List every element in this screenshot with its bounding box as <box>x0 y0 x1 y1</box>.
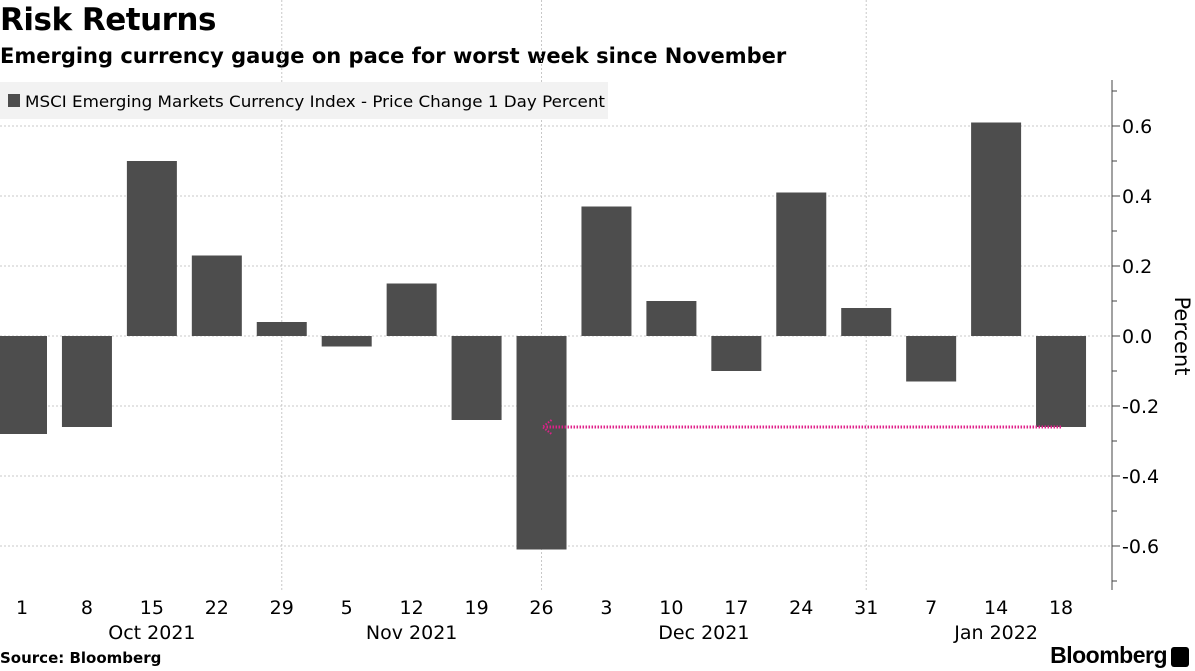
x-tick-label: 5 <box>341 597 353 619</box>
legend-swatch <box>8 94 20 107</box>
x-tick-label: 3 <box>600 597 612 619</box>
x-tick-label: 12 <box>400 597 424 619</box>
bar <box>516 336 567 550</box>
x-tick-label: 29 <box>270 597 294 619</box>
bar <box>776 192 827 336</box>
x-tick-label: 31 <box>854 597 878 619</box>
y-tick-label: -0.6 <box>1122 536 1159 558</box>
x-tick-label: 24 <box>789 597 813 619</box>
x-tick-label: 26 <box>529 597 553 619</box>
x-tick-label: 15 <box>140 597 164 619</box>
x-tick-label: 14 <box>984 597 1008 619</box>
x-month-label: Nov 2021 <box>366 622 457 644</box>
x-tick-label: 1 <box>16 597 28 619</box>
bar <box>451 336 502 420</box>
y-tick-label: 0.0 <box>1122 326 1152 348</box>
bar <box>711 336 762 371</box>
source-note: Source: Bloomberg <box>0 649 162 667</box>
bloomberg-logo: Bloomberg <box>1050 642 1167 668</box>
x-tick-label: 10 <box>659 597 683 619</box>
chart-title: Risk Returns <box>0 2 216 38</box>
y-tick-label: 0.6 <box>1122 116 1152 138</box>
bar <box>646 301 697 336</box>
x-tick-label: 19 <box>464 597 488 619</box>
legend-box <box>0 82 608 119</box>
bar <box>581 206 632 336</box>
y-tick-label: -0.4 <box>1122 466 1159 488</box>
x-tick-label: 7 <box>925 597 937 619</box>
x-tick-label: 22 <box>205 597 229 619</box>
bloomberg-logo-icon <box>1171 647 1189 667</box>
bar <box>386 283 437 336</box>
x-tick-label: 18 <box>1049 597 1073 619</box>
bar <box>1036 336 1087 427</box>
y-tick-label: 0.4 <box>1122 186 1152 208</box>
x-tick-label: 17 <box>724 597 748 619</box>
x-tick-label: 8 <box>81 597 93 619</box>
y-tick-label: -0.2 <box>1122 396 1159 418</box>
bar <box>191 255 242 336</box>
annotation-arrowhead-icon <box>540 419 553 435</box>
bar <box>841 308 892 336</box>
y-tick-label: 0.2 <box>1122 256 1152 278</box>
x-month-label: Dec 2021 <box>658 622 749 644</box>
bar <box>321 336 372 347</box>
x-month-label: Oct 2021 <box>108 622 195 644</box>
y-axis-label: Percent <box>1170 296 1194 375</box>
bar <box>126 161 177 336</box>
bar <box>0 336 47 434</box>
x-month-label: Jan 2022 <box>953 622 1038 644</box>
bar <box>971 122 1022 336</box>
legend-label: MSCI Emerging Markets Currency Index - P… <box>25 92 605 111</box>
chart-subtitle: Emerging currency gauge on pace for wors… <box>0 44 787 68</box>
bar <box>61 336 112 427</box>
bar <box>906 336 957 382</box>
bar <box>256 322 307 336</box>
